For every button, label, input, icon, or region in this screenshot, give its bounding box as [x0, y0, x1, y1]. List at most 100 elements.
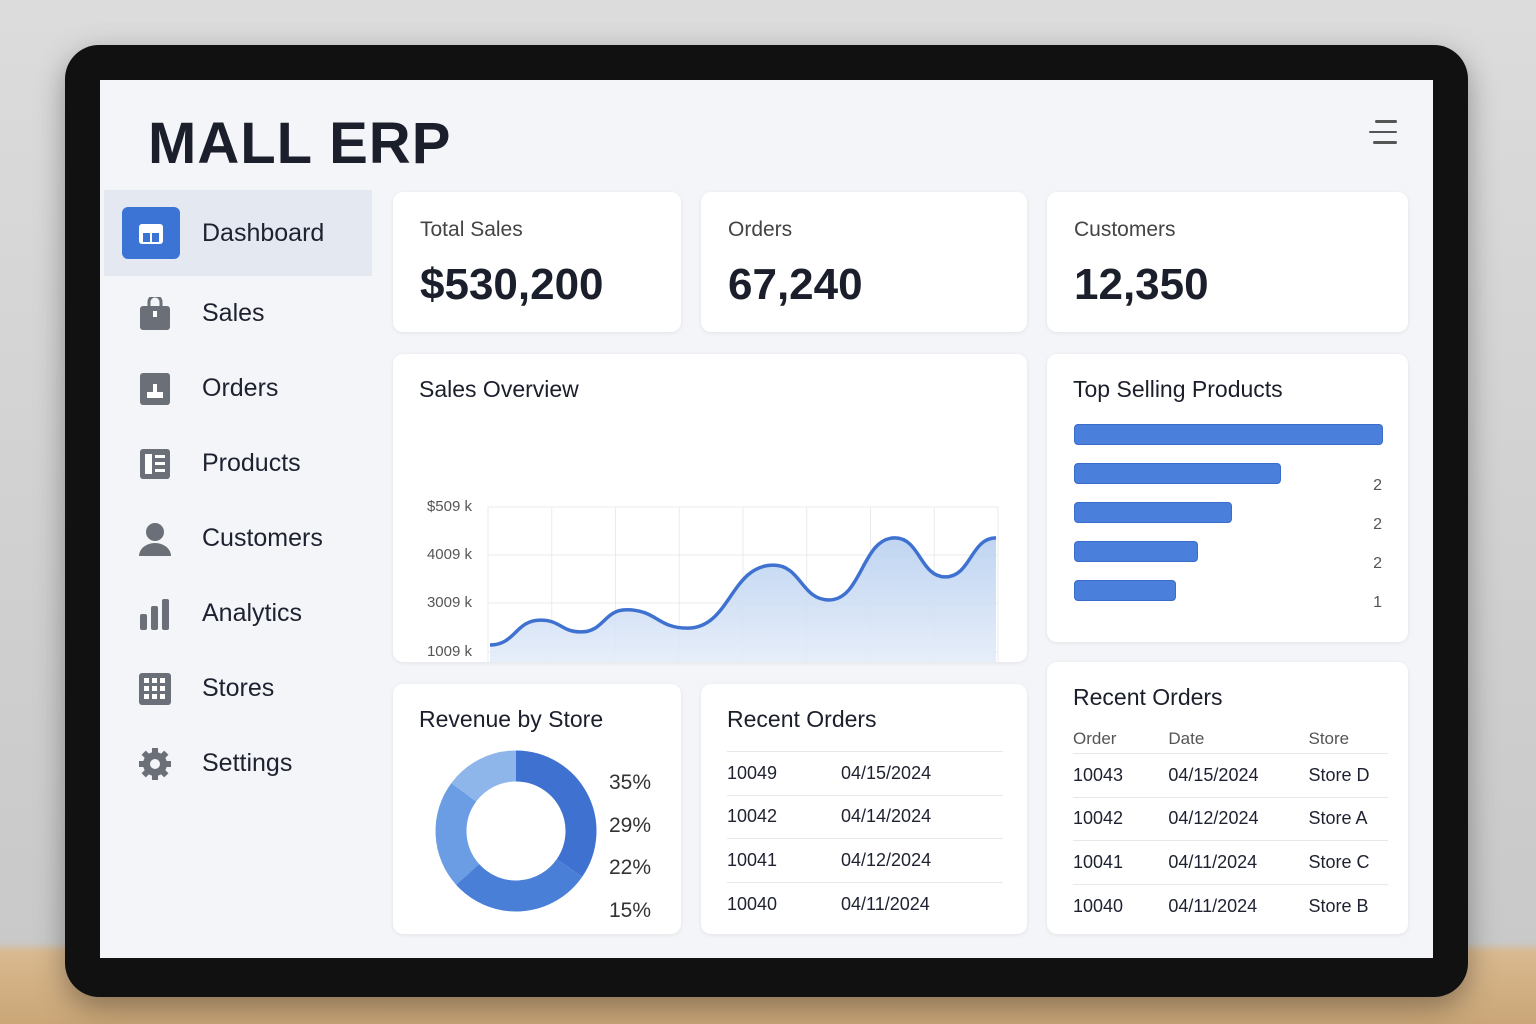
sidebar-item-customers[interactable]: Customers [104, 501, 372, 576]
sidebar-item-label: Stores [202, 674, 275, 702]
kpi-label: Total Sales [420, 218, 523, 241]
table-row[interactable]: 10043 04/15/2024 Store D [1073, 754, 1388, 798]
product-bar-label: 2 [1373, 477, 1382, 494]
product-bar [1074, 463, 1282, 484]
order-id: 10040 [1073, 895, 1124, 916]
donut-slice [515, 750, 597, 877]
kpi-value: 67,240 [728, 260, 863, 309]
column-header: Store [1308, 728, 1350, 748]
sidebar: Dashboard Sales Orders Products Customer… [104, 190, 372, 801]
product-bar-label: 2 [1373, 555, 1382, 572]
grid-icon [138, 672, 172, 706]
order-date: 04/11/2024 [841, 893, 930, 914]
table-row[interactable]: 10042 04/14/2024 [727, 796, 1003, 839]
sales-area [490, 537, 996, 662]
card-title: Recent Orders [1073, 684, 1223, 710]
sidebar-item-label: Products [202, 449, 301, 477]
y-tick-label: 4009 k [427, 546, 473, 563]
screen: MALL ERP Dashboard Sales Orders Products… [100, 80, 1433, 958]
sidebar-item-dashboard[interactable]: Dashboard [104, 190, 372, 276]
table-row[interactable]: 10040 04/11/2024 Store B [1073, 885, 1388, 929]
user-icon [138, 522, 172, 556]
column-header: Order [1073, 728, 1117, 748]
sidebar-item-label: Customers [202, 524, 323, 552]
table-row[interactable]: 10040 04/11/2024 [727, 883, 1003, 927]
table-row[interactable]: 10041 04/11/2024 Store C [1073, 841, 1388, 885]
kpi-value: 12,350 [1074, 260, 1209, 309]
y-tick-label: 3009 k [427, 594, 473, 611]
gear-icon [138, 747, 172, 781]
orders-icon [138, 372, 172, 406]
kpi-value: $530,200 [420, 260, 604, 309]
top-products-card: Top Selling Products 2 2 2 1 [1047, 354, 1408, 642]
order-store: Store A [1308, 808, 1368, 829]
sidebar-item-label: Sales [202, 299, 265, 327]
product-bar-label: 2 [1373, 516, 1382, 533]
donut-label: 15% [608, 898, 651, 922]
order-date: 04/15/2024 [1168, 764, 1259, 785]
recent-orders-card-1: Recent Orders 10049 04/15/2024 10042 04/14/… [701, 684, 1027, 934]
app-title: MALL ERP [148, 111, 452, 176]
table-row[interactable]: 10042 04/12/2024 Store A [1073, 798, 1388, 841]
donut-slice [435, 783, 480, 885]
card-title: Revenue by Store [419, 706, 604, 732]
bag-icon [138, 296, 172, 331]
order-date: 04/15/2024 [841, 762, 932, 783]
y-tick-label: $509 k [427, 498, 473, 515]
store-icon [122, 207, 180, 259]
kpi-orders: Orders 67,240 [701, 192, 1027, 332]
kpi-total-sales: Total Sales $530,200 [393, 192, 681, 332]
revenue-by-store-card: Revenue by Store 35% 29% 22% 15% [393, 684, 681, 934]
order-date: 04/11/2024 [1168, 851, 1258, 872]
products-icon [138, 447, 172, 481]
order-id: 10041 [727, 849, 778, 870]
order-store: Store D [1308, 764, 1370, 785]
hamburger-menu-icon[interactable] [1369, 120, 1397, 152]
sidebar-item-label: Orders [202, 374, 279, 402]
order-date: 04/12/2024 [1168, 808, 1259, 829]
card-title: Sales Overview [419, 376, 579, 402]
product-bar [1074, 580, 1176, 601]
kpi-label: Orders [728, 218, 793, 241]
order-id: 10042 [1073, 808, 1124, 829]
column-header: Date [1168, 728, 1205, 748]
sidebar-item-settings[interactable]: Settings [104, 726, 372, 801]
order-id: 10049 [727, 762, 778, 783]
product-bar [1074, 502, 1232, 523]
product-bar [1074, 424, 1383, 445]
table-header: Order Date Store [1073, 724, 1388, 754]
donut-labels: 35% 29% 22% 15% [609, 762, 651, 932]
card-title: Top Selling Products [1073, 376, 1283, 402]
donut-slice [451, 750, 517, 803]
order-date: 04/14/2024 [841, 806, 932, 827]
card-title: Recent Orders [727, 706, 877, 732]
donut-slice [456, 858, 583, 912]
donut-label: 35% [608, 771, 651, 794]
order-date: 04/12/2024 [841, 849, 932, 870]
recent-orders-table-1: 10049 04/15/2024 10042 04/14/2024 10041 04/12… [727, 751, 1003, 926]
order-id: 10042 [727, 806, 778, 827]
order-id: 10043 [1073, 764, 1124, 785]
bar-chart-icon [138, 597, 172, 631]
product-bar-label: 1 [1373, 594, 1382, 611]
order-id: 10041 [1073, 851, 1124, 872]
recent-orders-table-2: Order Date Store 10043 04/15/2024 Store D 1004… [1073, 724, 1388, 928]
donut-label: 22% [608, 856, 651, 879]
table-row[interactable]: 10041 04/12/2024 [727, 839, 1003, 883]
kpi-label: Customers [1074, 218, 1176, 241]
sales-line [489, 536, 997, 647]
sidebar-item-orders[interactable]: Orders [104, 351, 372, 426]
sidebar-item-products[interactable]: Products [104, 426, 372, 501]
sidebar-item-sales[interactable]: Sales [104, 276, 372, 351]
order-store: Store C [1308, 851, 1370, 872]
sidebar-item-analytics[interactable]: Analytics [104, 576, 372, 651]
sidebar-item-label: Settings [202, 749, 293, 777]
sidebar-item-stores[interactable]: Stores [104, 651, 372, 726]
donut-label: 29% [608, 813, 651, 837]
kpi-customers: Customers 12,350 [1047, 192, 1408, 332]
recent-orders-card-2: Recent Orders Order Date Store 10043 04/15/2… [1047, 662, 1408, 934]
table-row[interactable]: 10049 04/15/2024 [727, 752, 1003, 796]
sidebar-item-label: Dashboard [202, 218, 325, 247]
sidebar-item-label: Analytics [202, 599, 303, 627]
